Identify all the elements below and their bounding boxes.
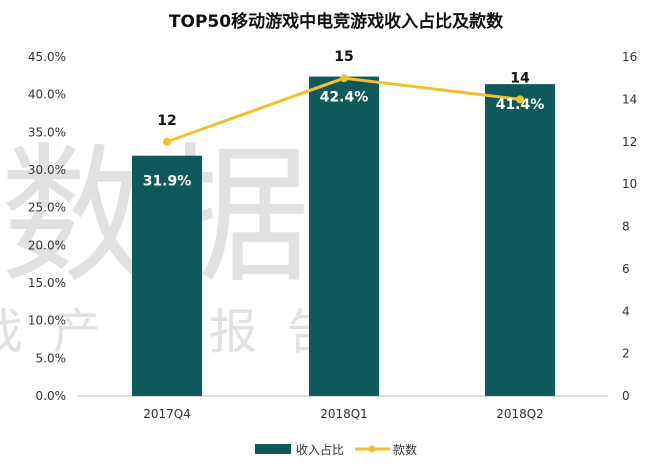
y-left-tick-label: 20.0% bbox=[28, 238, 66, 252]
legend-line-label: 款数 bbox=[393, 442, 417, 457]
chart-title: TOP50移动游戏中电竞游戏收入占比及款数 bbox=[169, 11, 504, 32]
legend-bar-label: 收入占比 bbox=[296, 442, 344, 457]
y-right-tick-label: 8 bbox=[622, 220, 630, 234]
bar bbox=[132, 155, 202, 396]
y-left-tick-label: 25.0% bbox=[28, 201, 66, 215]
y-left-tick-label: 15.0% bbox=[28, 276, 66, 290]
y-right-tick-label: 16 bbox=[622, 50, 637, 64]
y-left-tick-label: 5.0% bbox=[36, 351, 67, 365]
bar bbox=[309, 76, 379, 396]
y-left-tick-label: 0.0% bbox=[36, 389, 67, 403]
line-point bbox=[516, 95, 524, 104]
legend-bar-swatch bbox=[255, 444, 291, 454]
y-right-tick-label: 6 bbox=[622, 262, 630, 276]
y-right-tick-label: 2 bbox=[622, 347, 630, 361]
y-right-tick-label: 12 bbox=[622, 135, 637, 149]
x-tick-label: 2018Q2 bbox=[496, 407, 544, 421]
y-right-tick-label: 10 bbox=[622, 177, 637, 191]
line-point bbox=[163, 137, 171, 146]
legend-line-marker bbox=[368, 445, 376, 453]
x-tick-label: 2018Q1 bbox=[320, 407, 368, 421]
bar-data-label: 41.4% bbox=[496, 97, 545, 113]
y-right-tick-label: 14 bbox=[622, 92, 637, 106]
y-left-tick-label: 40.0% bbox=[28, 88, 66, 102]
bar-data-label: 31.9% bbox=[143, 174, 192, 190]
y-left-tick-label: 30.0% bbox=[28, 163, 66, 177]
y-right-tick-label: 4 bbox=[622, 304, 630, 318]
line-data-label: 15 bbox=[334, 49, 353, 65]
bar bbox=[485, 84, 555, 397]
x-tick-label: 2017Q4 bbox=[143, 407, 191, 421]
y-right-tick-label: 0 bbox=[622, 389, 630, 403]
bar-data-label: 42.4% bbox=[320, 90, 369, 106]
y-left-tick-label: 35.0% bbox=[28, 125, 66, 139]
y-left-tick-label: 10.0% bbox=[28, 314, 66, 328]
line-data-label: 12 bbox=[157, 113, 176, 129]
line-data-label: 14 bbox=[510, 70, 530, 86]
line-point bbox=[340, 74, 348, 83]
y-left-tick-label: 45.0% bbox=[28, 50, 66, 64]
